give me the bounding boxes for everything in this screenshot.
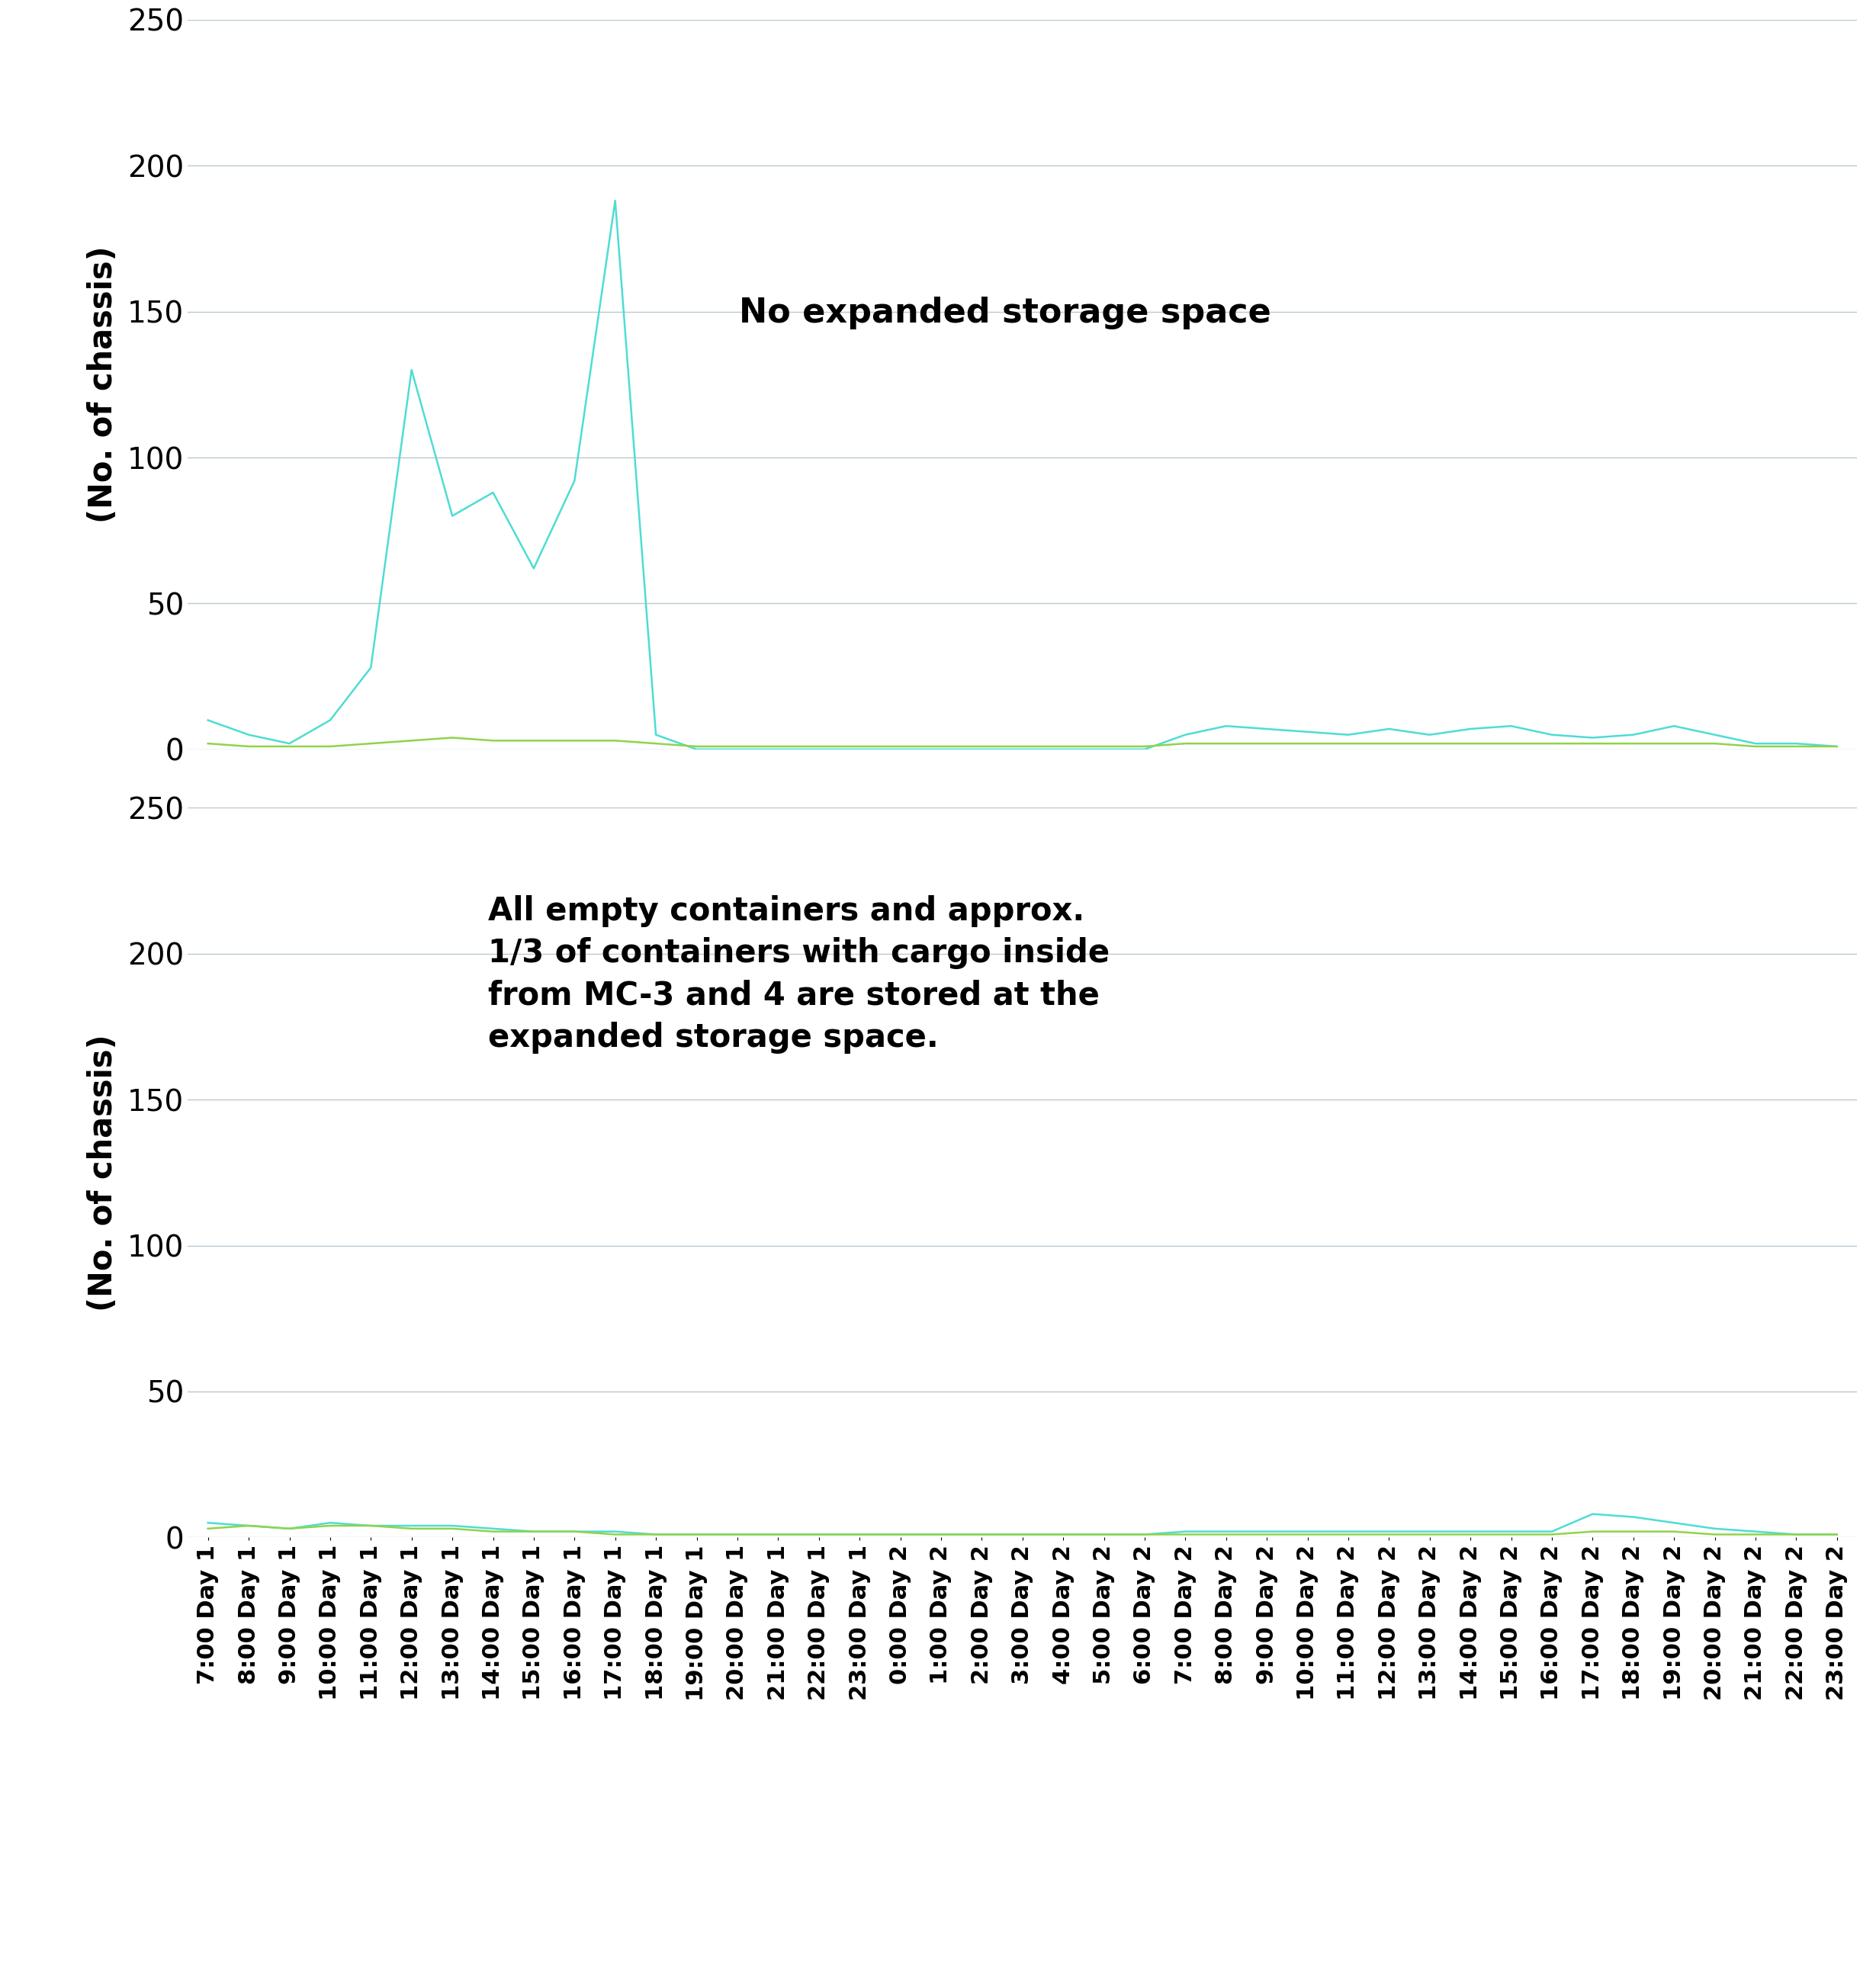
Text: No expanded storage space: No expanded storage space	[739, 298, 1270, 329]
Y-axis label: (No. of chassis): (No. of chassis)	[86, 1035, 118, 1311]
Y-axis label: (No. of chassis): (No. of chassis)	[86, 246, 118, 522]
Text: All empty containers and approx.
1/3 of containers with cargo inside
from MC-3 a: All empty containers and approx. 1/3 of …	[488, 895, 1111, 1054]
